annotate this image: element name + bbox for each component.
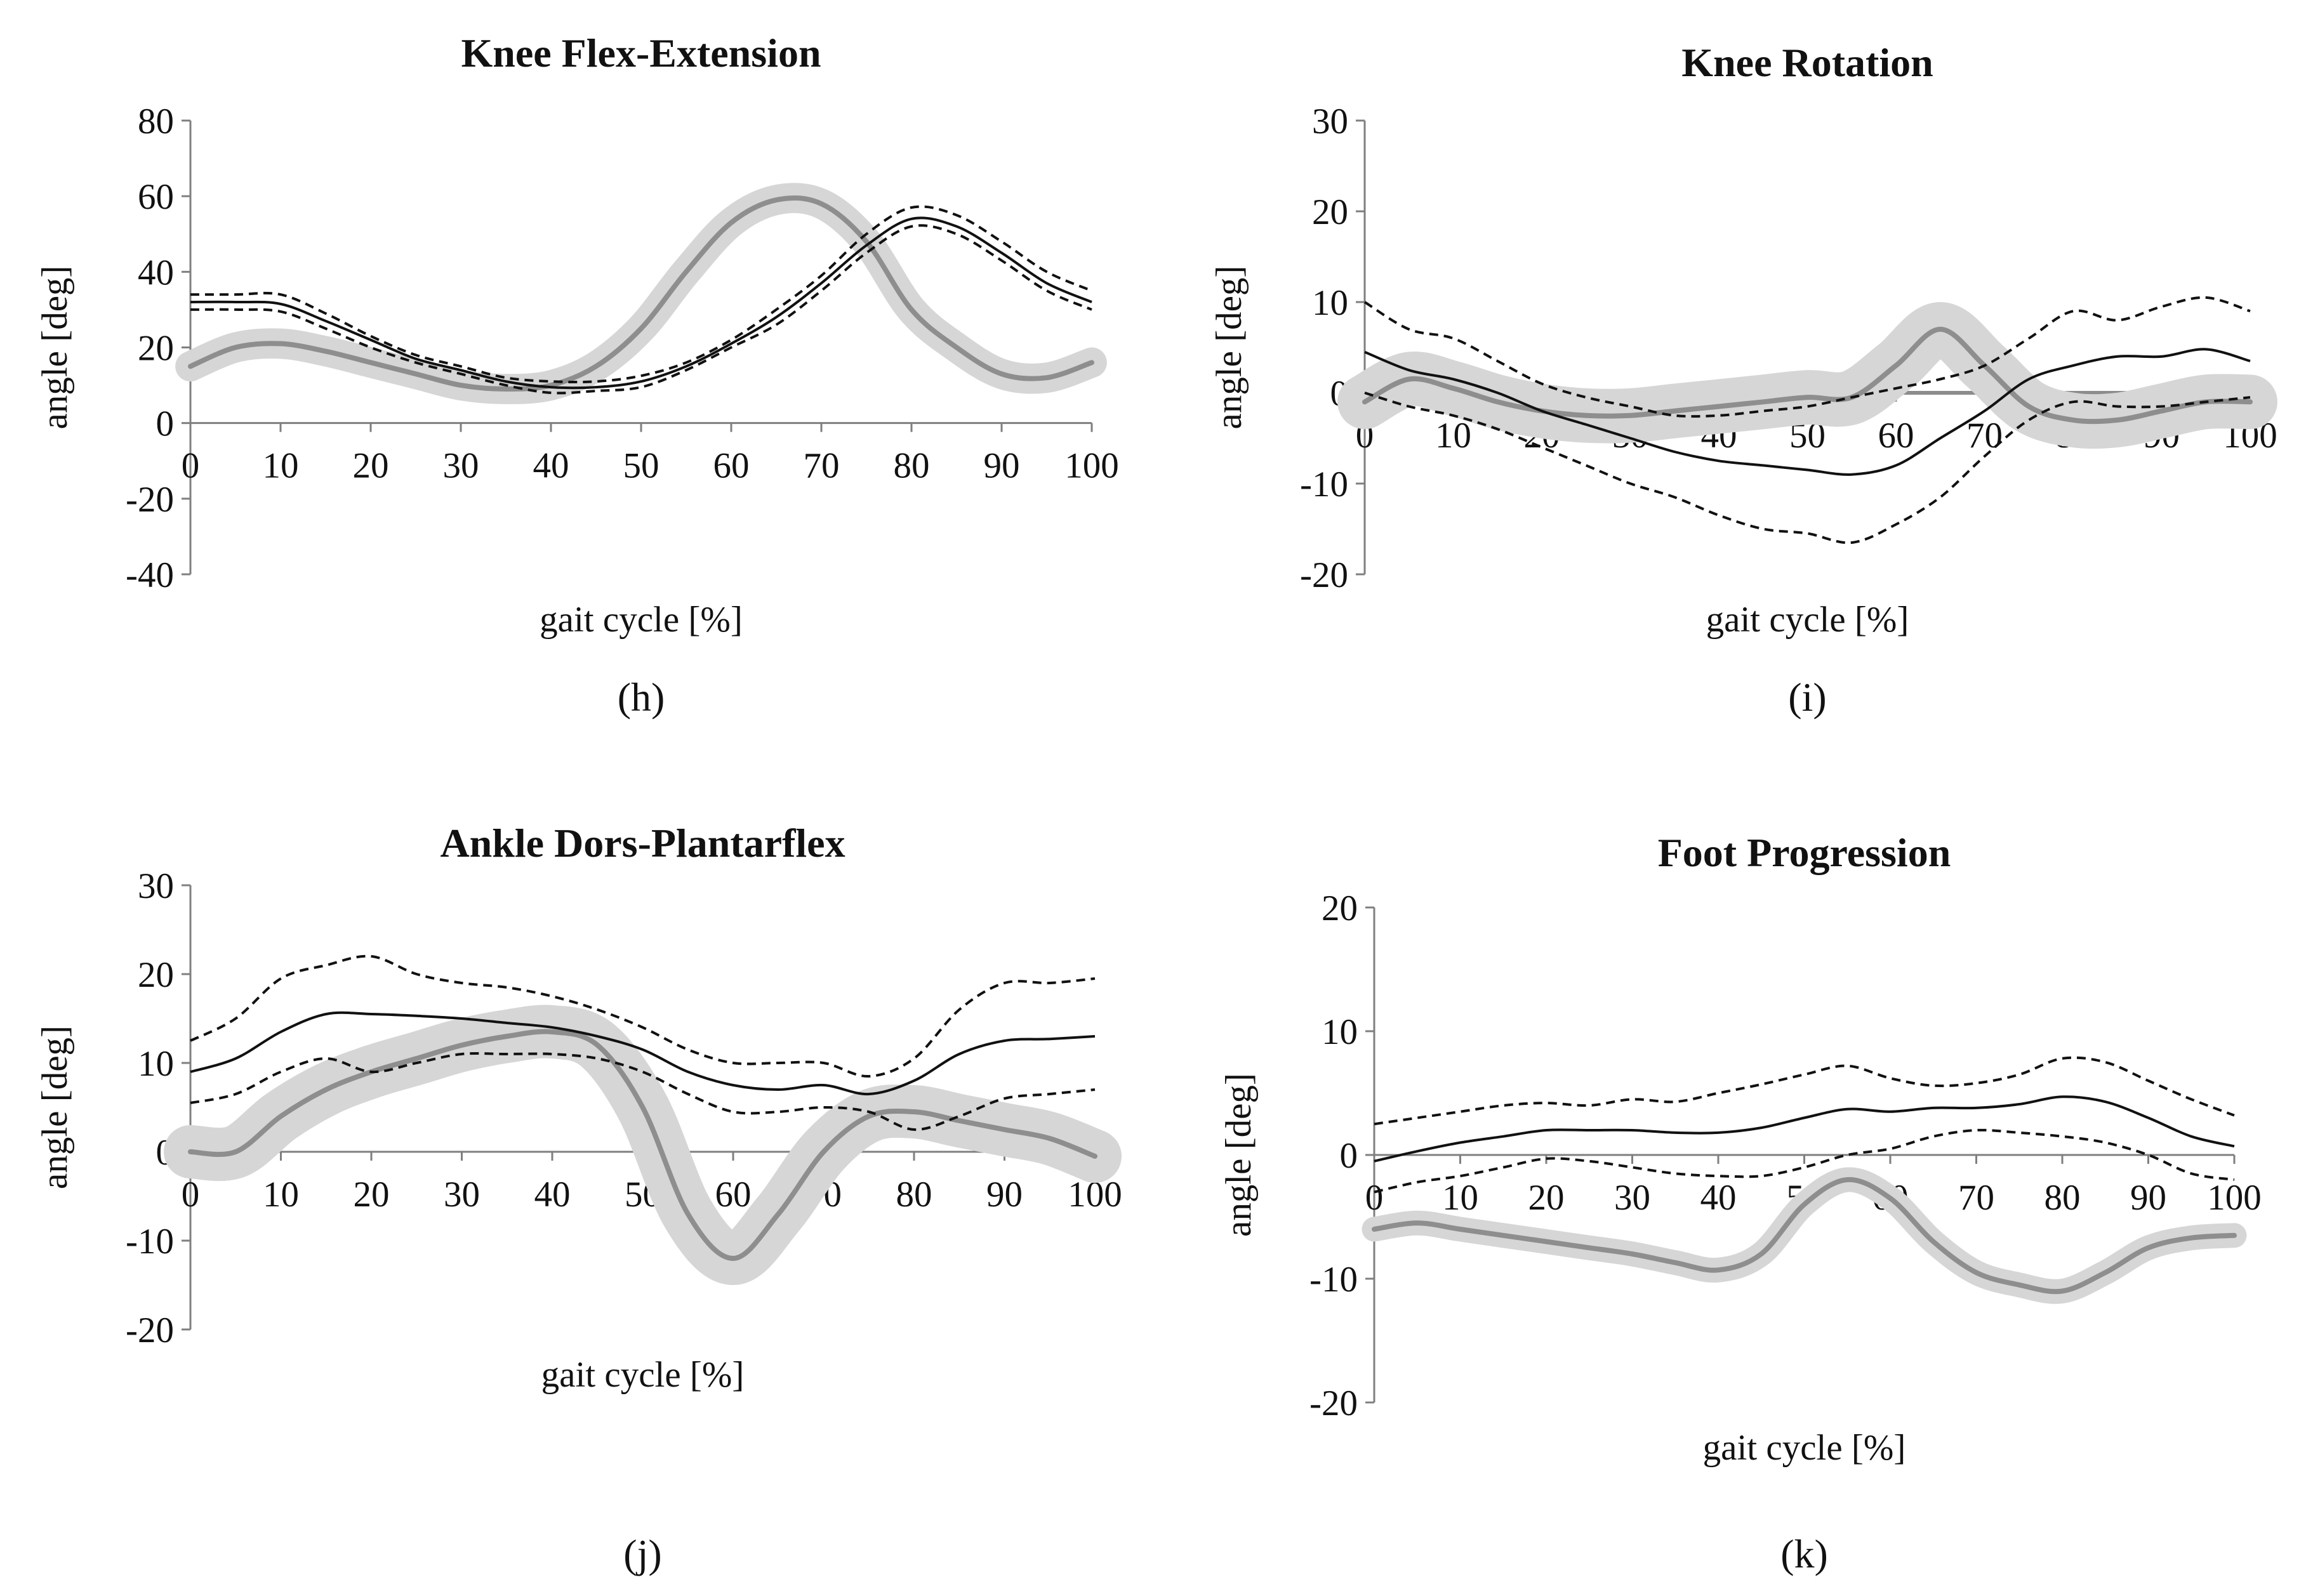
panel-label: (k) [1780,1531,1828,1576]
x-tick-label: 70 [804,446,840,486]
y-tick-label: 20 [138,329,174,369]
x-tick-label: 60 [713,446,750,486]
reference-lower-line [190,224,1092,395]
y-axis-label: angle [deg] [1219,1073,1259,1237]
y-tick-label: -20 [126,1310,174,1350]
y-tick-label: -10 [126,1222,174,1262]
x-tick-label: 90 [984,446,1020,486]
x-axis-label: gait cycle [%] [540,600,743,640]
y-axis-label: angle [deg] [1209,266,1249,430]
reference-mean-line [190,216,1092,390]
x-tick-label: 90 [2130,1178,2166,1218]
x-tick-label: 0 [182,446,200,486]
y-tick-label: -10 [1300,465,1348,505]
y-tick-label: 0 [1340,1136,1358,1176]
x-tick-label: 40 [534,1175,571,1215]
x-tick-label: 10 [263,1175,299,1215]
x-tick-label: 40 [533,446,569,486]
x-axis-label: gait cycle [%] [541,1355,745,1395]
y-tick-label: 20 [1312,192,1348,232]
y-tick-label: -10 [1309,1260,1358,1300]
y-tick-label: 20 [1322,888,1358,928]
x-tick-label: 0 [1365,1178,1384,1218]
x-tick-label: 100 [1064,446,1119,486]
y-axis-label: angle [deg] [35,266,75,430]
x-tick-label: 50 [623,446,659,486]
x-tick-label: 10 [1435,416,1471,456]
reference-lower-line [1364,392,2251,544]
y-tick-label: -20 [126,480,174,520]
reference-mean-line [1364,348,2251,476]
x-tick-label: 10 [263,446,299,486]
subject-mean-line [188,1029,1097,1261]
x-tick-label: 30 [1614,1178,1650,1218]
y-tick-label: -20 [1300,555,1348,595]
y-tick-label: 30 [138,866,174,906]
y-tick-label: -40 [126,555,174,595]
x-tick-label: 100 [2207,1178,2262,1218]
subject-mean-line [1372,1177,2237,1295]
y-tick-label: 10 [138,1044,174,1084]
y-tick-label: 20 [138,955,174,995]
x-tick-label: 90 [986,1175,1023,1215]
reference-upper-line [190,954,1096,1078]
subject-mean-line [188,195,1094,392]
reference-upper-line [1374,1056,2235,1126]
panel-label: (h) [618,675,665,720]
y-tick-label: -20 [1309,1383,1358,1423]
x-tick-label: 80 [896,1175,932,1215]
x-tick-label: 80 [2045,1178,2081,1218]
x-tick-label: 10 [1442,1178,1478,1218]
y-tick-label: 80 [138,102,174,142]
y-tick-label: 60 [138,177,174,217]
x-tick-label: 20 [1528,1178,1565,1218]
x-tick-label: 30 [443,446,479,486]
x-tick-label: 0 [182,1175,200,1215]
y-tick-label: 0 [156,404,175,444]
x-tick-label: 80 [894,446,930,486]
reference-mean-line [190,1011,1096,1096]
y-tick-label: 10 [1312,283,1348,323]
x-tick-label: 30 [444,1175,480,1215]
y-axis-label: angle [deg] [35,1026,75,1189]
reference-mean-line [1374,1095,2235,1163]
y-tick-label: 10 [1322,1012,1358,1052]
chart-title: Foot Progression [1658,830,1951,875]
x-tick-label: 60 [1878,416,1914,456]
panel-label: (i) [1788,675,1826,720]
chart-title: Ankle Dors-Plantarflex [440,821,845,866]
x-tick-label: 70 [1966,416,2003,456]
x-tick-label: 40 [1700,1178,1737,1218]
y-tick-label: 30 [1312,102,1348,142]
x-axis-label: gait cycle [%] [1706,600,1909,640]
x-tick-label: 60 [715,1175,752,1215]
panel-label: (j) [623,1531,661,1576]
x-axis-label: gait cycle [%] [1703,1428,1906,1468]
x-tick-label: 70 [1958,1178,1994,1218]
chart-title: Knee Rotation [1681,40,1933,85]
x-tick-label: 20 [354,1175,390,1215]
y-tick-label: 40 [138,253,174,293]
chart-title: Knee Flex-Extension [461,30,821,76]
x-tick-label: 20 [353,446,389,486]
subject-mean-line [1362,326,2253,425]
